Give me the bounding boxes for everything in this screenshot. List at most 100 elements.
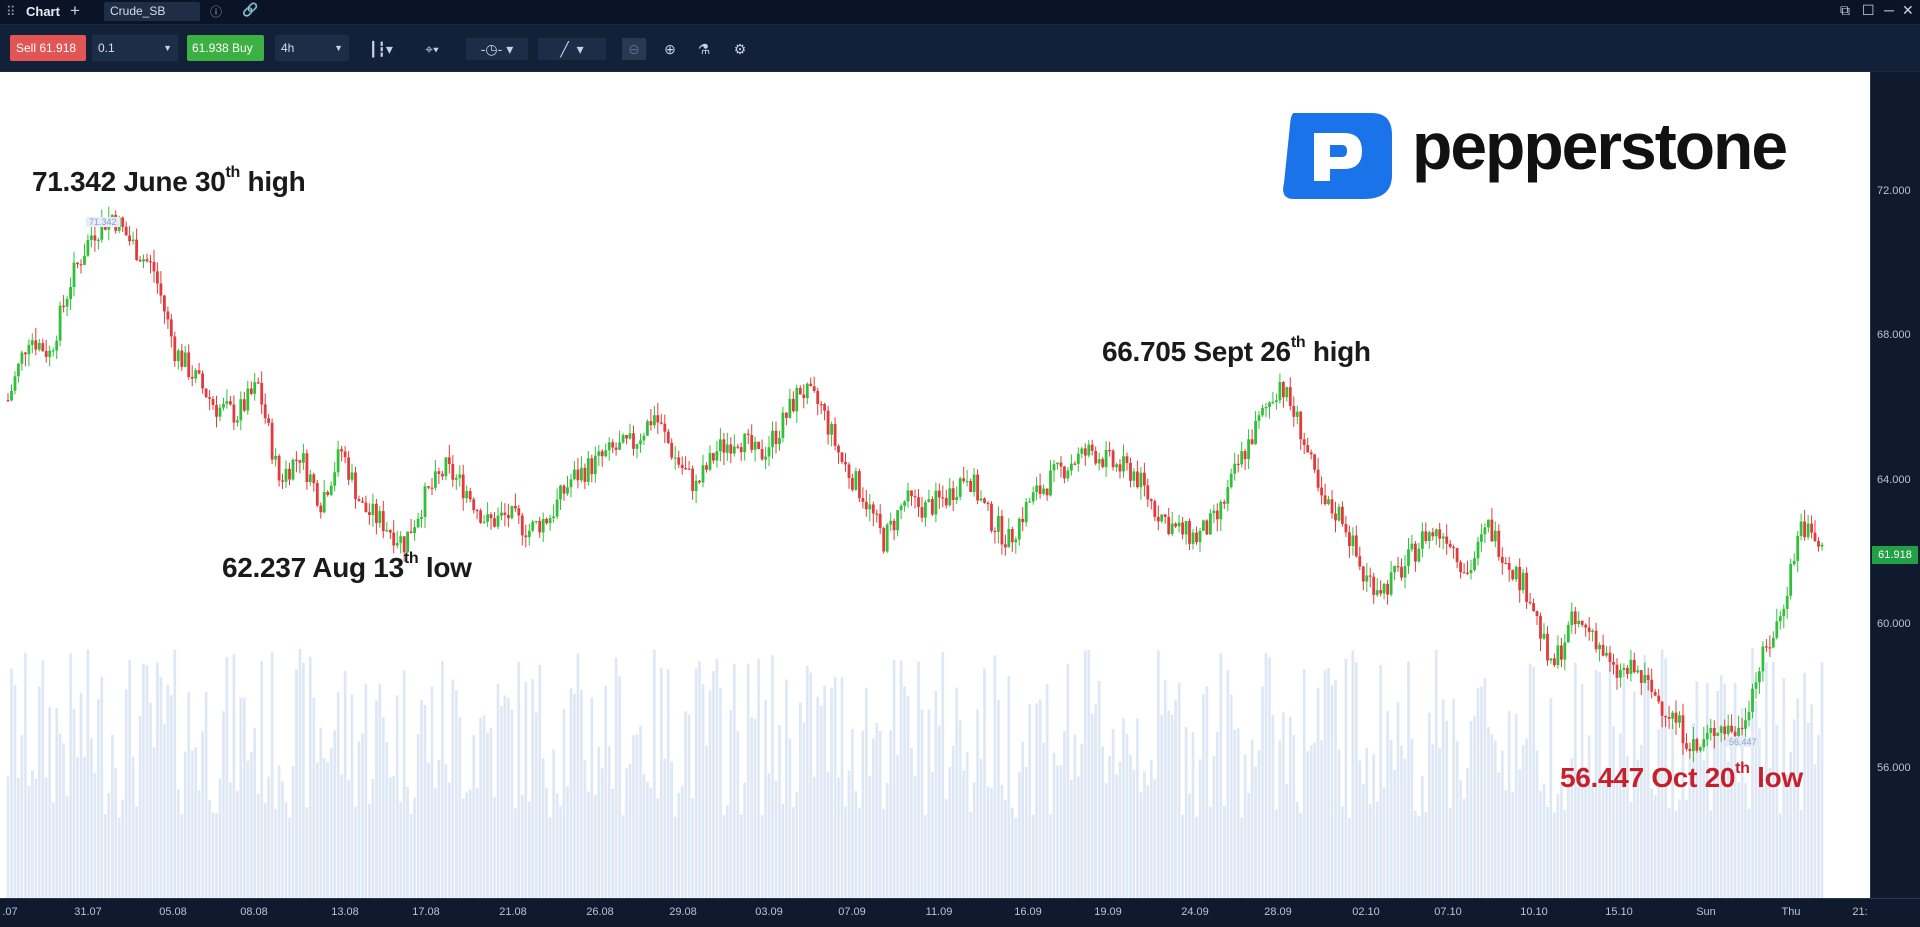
volume-bar — [239, 697, 243, 898]
volume-bar — [1733, 683, 1737, 898]
candle-body — [1459, 562, 1462, 573]
volume-bar — [1438, 747, 1441, 898]
candle-body — [1549, 658, 1553, 661]
volume-bar — [962, 770, 965, 898]
volume-bar — [1796, 698, 1799, 898]
sell-button[interactable]: Sell 61.918 — [10, 35, 86, 61]
volume-bar — [1386, 710, 1389, 898]
volume-bar — [475, 787, 479, 898]
candle-body — [1323, 495, 1327, 504]
volume-bar — [844, 806, 847, 898]
candle-body — [990, 503, 993, 531]
volume-bar — [350, 694, 354, 898]
minimize-window-icon[interactable]: ─ — [1884, 2, 1894, 18]
symbol-tab[interactable]: Crude_SB — [104, 2, 200, 21]
time-tick: 21: — [1852, 906, 1868, 918]
volume-bar — [441, 661, 444, 898]
candle-body — [1129, 463, 1132, 481]
volume-bar — [31, 770, 34, 898]
candle-body — [378, 511, 382, 523]
candle-body — [34, 340, 38, 350]
candle-body — [37, 343, 41, 350]
candle-body — [27, 344, 31, 355]
volume-bar — [600, 768, 604, 898]
flask-icon[interactable]: ⚗ — [697, 41, 711, 57]
pepperstone-logo-icon — [1283, 113, 1392, 199]
time-axis[interactable] — [0, 898, 1920, 927]
candle-body — [1292, 406, 1296, 417]
annotation-price: 56.447 — [1560, 762, 1644, 793]
add-tab-icon[interactable]: + — [70, 1, 80, 20]
settings-gear-icon[interactable]: ⚙ — [733, 41, 747, 57]
volume-bar — [277, 765, 281, 898]
candle-body — [1705, 732, 1709, 740]
timeframe-dropdown[interactable]: 4h ▼ — [275, 35, 349, 61]
link-icon[interactable]: 🔗 — [242, 2, 259, 17]
candle-body — [663, 423, 667, 432]
candle-body — [13, 376, 17, 391]
candle-body — [149, 261, 152, 263]
candle-body — [1480, 534, 1483, 542]
zoom-in-icon[interactable]: ⊕ — [664, 41, 676, 57]
maximize-window-icon[interactable]: ☐ — [1862, 2, 1875, 18]
candle-body — [197, 370, 201, 374]
candle-body — [1375, 590, 1379, 595]
volume-bar — [1240, 817, 1243, 898]
candle-body — [246, 388, 250, 411]
drag-handle-icon[interactable]: ⠿ — [6, 4, 16, 19]
quantity-dropdown[interactable]: 0.1 ▼ — [92, 35, 178, 61]
annotation-aug-low: 62.237 Aug 13th low — [222, 550, 472, 584]
detach-window-icon[interactable]: ⧉ — [1840, 2, 1850, 18]
candle-body — [604, 450, 608, 457]
price-axis[interactable] — [1870, 72, 1920, 898]
candle-body — [1695, 739, 1699, 751]
candle-body — [1803, 521, 1806, 538]
candle-body — [1685, 743, 1688, 749]
candle-body — [267, 418, 270, 423]
candle-body — [489, 514, 493, 519]
candle-body — [1424, 531, 1428, 541]
volume-bar — [1184, 727, 1188, 898]
candle-body — [1275, 400, 1278, 402]
candle-body — [580, 467, 583, 481]
volume-bar — [1104, 783, 1108, 898]
candle-body — [715, 451, 719, 461]
candle-body — [1716, 732, 1720, 736]
candle-body — [1382, 583, 1386, 594]
volume-bar — [1754, 700, 1758, 898]
volume-bar — [34, 778, 38, 898]
candle-body — [86, 239, 90, 256]
volume-bar — [1810, 704, 1813, 898]
buy-button[interactable]: 61.938 Buy — [187, 35, 264, 61]
volume-bar — [729, 710, 733, 898]
drawing-tool-icon[interactable]: ╱ ▾ — [538, 38, 606, 60]
volume-bar — [316, 762, 319, 898]
candle-body — [899, 505, 903, 511]
volume-bar — [27, 785, 31, 898]
chart-type-icon[interactable]: ┃┇▾ — [369, 41, 393, 57]
candle-body — [1521, 572, 1525, 591]
candle-body — [110, 214, 114, 218]
volume-bar — [1278, 740, 1282, 898]
candle-body — [274, 455, 277, 460]
close-window-icon[interactable]: ✕ — [1902, 2, 1914, 18]
volume-bar — [1292, 735, 1296, 898]
volume-bar — [795, 792, 799, 898]
time-tool-icon[interactable]: -◷- ▾ — [466, 38, 528, 60]
volume-bar — [1163, 680, 1167, 898]
volume-bar — [1619, 733, 1622, 898]
volume-bar — [86, 649, 90, 898]
volume-bar — [1806, 722, 1810, 898]
volume-bar — [104, 814, 107, 898]
candle-body — [1063, 466, 1066, 479]
candle-body — [854, 471, 858, 490]
volume-bar — [24, 653, 27, 898]
zoom-out-icon[interactable]: ⊖ — [622, 38, 646, 60]
info-icon[interactable]: ⓘ — [210, 5, 223, 19]
volume-bar — [892, 659, 896, 898]
time-tick: Sun — [1696, 906, 1716, 918]
volume-bar — [1014, 817, 1018, 898]
indicators-icon[interactable]: ⌖▾ — [425, 41, 439, 57]
volume-bar — [1365, 747, 1369, 898]
candle-body — [1021, 518, 1025, 523]
